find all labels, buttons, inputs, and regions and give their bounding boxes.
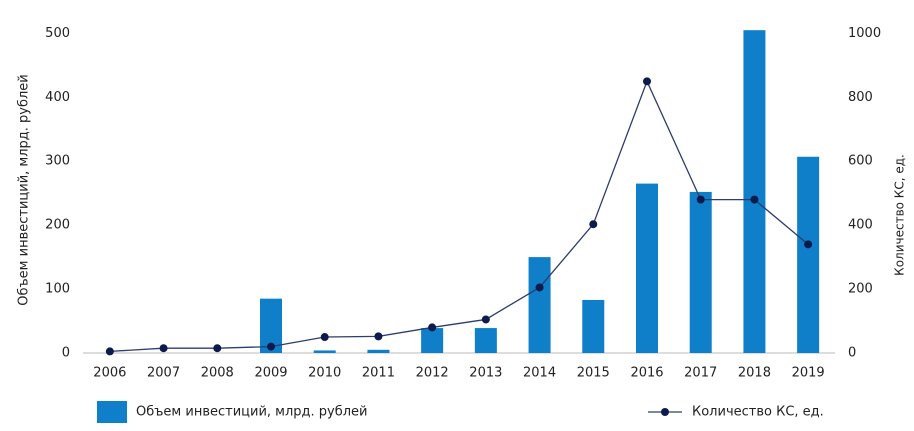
- x-tick-label: 2019: [792, 366, 825, 381]
- y2-tick-label: 0: [848, 346, 856, 361]
- x-tick-label: 2018: [738, 366, 771, 381]
- y2-tick-label: 400: [848, 218, 873, 233]
- line: [109, 79, 809, 353]
- y-tick-label: 100: [45, 282, 70, 297]
- bar: [636, 183, 658, 353]
- x-tick-label: 2012: [416, 366, 449, 381]
- line-marker: [589, 220, 598, 229]
- x-tick-label: 2017: [684, 366, 717, 381]
- y2-axis-label: Количество КС, ед.: [893, 154, 907, 276]
- x-tick-label: 2014: [523, 366, 556, 381]
- y2-tick-label: 200: [848, 282, 873, 297]
- line-marker: [428, 323, 437, 332]
- line-marker: [105, 347, 114, 356]
- x-tick-label: 2011: [362, 366, 395, 381]
- x-tick-label: 2015: [577, 366, 610, 381]
- legend-label: Объем инвестиций, млрд. рублей: [136, 405, 368, 420]
- y2-tick-label: 1000: [848, 26, 881, 41]
- y-axis-label: Объем инвестиций, млрд. рублей: [17, 74, 32, 306]
- x-tick-label: 2008: [201, 366, 234, 381]
- bar: [474, 328, 497, 353]
- y-tick-label: 300: [45, 154, 70, 169]
- y2-tick-label: 800: [848, 90, 873, 105]
- bar: [582, 299, 605, 353]
- x-tick-label: 2010: [308, 366, 341, 381]
- line-marker: [213, 344, 222, 353]
- bar: [689, 191, 712, 353]
- bar: [313, 350, 336, 353]
- bar: [797, 156, 820, 353]
- line-marker: [267, 342, 275, 351]
- line-marker: [320, 333, 329, 342]
- bar: [421, 328, 444, 353]
- line-marker: [643, 77, 651, 86]
- x-tick-label: 2006: [93, 366, 126, 381]
- y-tick-label: 0: [62, 346, 70, 361]
- x-tick-label: 2009: [254, 366, 287, 381]
- line-marker: [750, 195, 759, 204]
- x-tick-label: 2013: [469, 366, 502, 381]
- bar: [367, 349, 390, 353]
- legend-label: Количество КС, ед.: [692, 405, 824, 420]
- line-marker: [535, 283, 544, 292]
- x-tick-label: 2007: [147, 366, 180, 381]
- y-tick-label: 500: [45, 26, 70, 41]
- x-tick-label: 2016: [630, 366, 663, 381]
- bar: [743, 30, 766, 354]
- bar: [528, 257, 551, 353]
- line-marker: [159, 344, 168, 353]
- line-marker: [696, 195, 705, 204]
- line-marker: [481, 315, 490, 324]
- legend-marker: [661, 408, 669, 416]
- legend-swatch: [97, 401, 127, 423]
- line-marker: [374, 332, 383, 341]
- y2-tick-label: 600: [848, 154, 873, 169]
- bar: [260, 298, 282, 353]
- y-tick-label: 400: [45, 90, 70, 105]
- y-tick-label: 200: [45, 218, 70, 233]
- line-marker: [804, 240, 813, 249]
